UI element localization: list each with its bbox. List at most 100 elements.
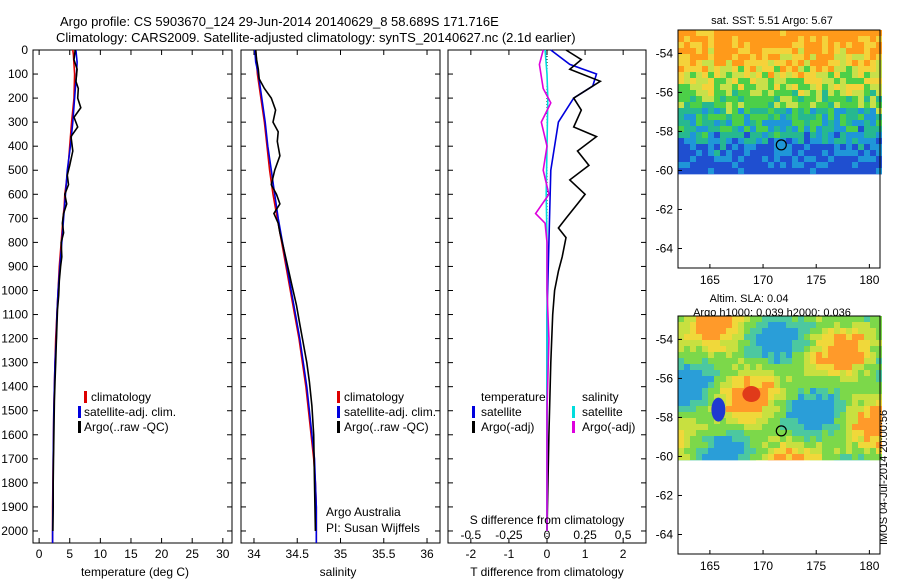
- y-tick-label: -58: [656, 124, 674, 138]
- y-tick-label: 400: [8, 139, 28, 153]
- temperature-axis-label: temperature (deg C): [81, 565, 189, 579]
- legend-swatch-temp-satellite: [472, 406, 475, 418]
- salinity-axis-label: salinity: [320, 565, 357, 579]
- y-tick-label: -56: [656, 371, 674, 385]
- credit-line-2: PI: Susan Wijffels: [326, 521, 420, 535]
- y-tick-label: -62: [656, 488, 674, 502]
- x-tick-label: 170: [753, 559, 773, 573]
- map-frame: [677, 315, 881, 555]
- x-tick-label: 180: [859, 273, 879, 287]
- difference-panel: -2 -1 0 1 2 -0.5 -0.25 0 0.25 0.5: [447, 49, 647, 561]
- sla-high-patch: [742, 386, 761, 403]
- legend-swatch-climatology: [84, 391, 87, 403]
- legend-swatch-sal-satellite: [572, 406, 575, 418]
- x-tick-label: 34: [247, 547, 261, 561]
- title-line-1: Argo profile: CS 5903670_124 29-Jun-2014…: [60, 14, 499, 29]
- y-tick-label: 1600: [1, 428, 28, 442]
- x-tick-label-salinity: 0: [544, 528, 551, 542]
- series-line: [51, 49, 76, 543]
- x-tick-label-salinity: -0.5: [461, 528, 482, 542]
- legend-label: climatology: [344, 390, 404, 404]
- y-tick-label: 600: [8, 187, 28, 201]
- legend-swatch-satellite: [78, 406, 81, 418]
- legend-swatch-argo: [78, 421, 81, 433]
- y-tick-label: 300: [8, 115, 28, 129]
- t-difference-axis-label: T difference from climatology: [470, 565, 624, 579]
- y-tick-label: 500: [8, 163, 28, 177]
- y-tick-label: -60: [656, 163, 674, 177]
- x-tick-label: 1: [582, 547, 589, 561]
- difference-legend: temperature satellite Argo(-adj) salinit…: [472, 390, 635, 434]
- legend-label: satellite-adj. clim.: [84, 405, 176, 419]
- map-cells: [678, 30, 882, 175]
- x-tick-label: 15: [124, 547, 138, 561]
- y-tick-label: 1000: [1, 283, 28, 297]
- y-tick-label: 1500: [1, 404, 28, 418]
- sla-low-patch: [711, 397, 726, 422]
- x-tick-label-salinity: 0.25: [573, 528, 597, 542]
- y-tick-label: -54: [656, 332, 674, 346]
- y-tick-label: 2000: [1, 524, 28, 538]
- credit-line-1: Argo Australia: [326, 505, 401, 519]
- x-tick-label: 180: [859, 559, 879, 573]
- x-tick-label: 5: [66, 547, 73, 561]
- x-tick-label: 175: [806, 273, 826, 287]
- x-tick-label: 35: [334, 547, 348, 561]
- salinity-panel: 34 34.5 35 35.5 36: [240, 49, 441, 561]
- x-tick-label: 10: [94, 547, 108, 561]
- argo-position-marker: [775, 139, 787, 151]
- temperature-panel: 0 5 10 15 20 25 300100200300400500600700800900…: [1, 43, 233, 561]
- x-tick-label: 170: [753, 273, 773, 287]
- x-tick-label: 20: [155, 547, 169, 561]
- argo-position-marker: [775, 425, 787, 437]
- x-tick-label: 36: [420, 547, 434, 561]
- y-tick-label: -56: [656, 85, 674, 99]
- x-tick-label-salinity: 0.5: [615, 528, 632, 542]
- sst-map: 165 170 175 180 -54 -56 -58 -60 -62 -64: [656, 29, 882, 287]
- temperature-legend: climatology satellite-adj. clim. Argo(..…: [78, 390, 176, 434]
- series-line: [52, 49, 82, 532]
- legend-heading-salinity: salinity: [582, 390, 619, 404]
- legend-label: satellite: [481, 405, 522, 419]
- series-line: [546, 49, 603, 532]
- y-tick-label: -62: [656, 202, 674, 216]
- legend-label: Argo(-adj): [582, 420, 635, 434]
- legend-swatch-satellite: [337, 406, 340, 418]
- series-line: [534, 49, 552, 531]
- map-frame: [677, 29, 881, 269]
- s-difference-axis-label: S difference from climatology: [470, 513, 625, 527]
- series-line: [254, 49, 317, 532]
- legend-label: climatology: [91, 390, 151, 404]
- title-line-2: Climatology: CARS2009. Satellite-adjuste…: [56, 30, 576, 45]
- sst-map-title: sat. SST: 5.51 Argo: 5.67: [711, 15, 833, 27]
- legend-label: Argo(..raw -QC): [344, 420, 429, 434]
- x-tick-label: 0: [544, 547, 551, 561]
- x-tick-label: 175: [806, 559, 826, 573]
- legend-label: satellite-adj. clim.: [344, 405, 436, 419]
- sla-map: 165 170 175 180 -54 -56 -58 -60 -62 -64: [656, 315, 882, 573]
- sla-map-title: Altim. SLA: 0.04: [710, 293, 789, 305]
- x-tick-label: 2: [620, 547, 627, 561]
- y-tick-label: 900: [8, 259, 28, 273]
- imos-timestamp: IMOS 04-Jul-2014 20:00:56: [878, 410, 890, 545]
- y-tick-label: -54: [656, 46, 674, 60]
- y-tick-label: 1200: [1, 332, 28, 346]
- y-tick-label: 1100: [2, 308, 28, 322]
- y-tick-label: 1400: [1, 380, 28, 394]
- map-cells: [678, 316, 882, 461]
- plot-frame: [32, 49, 233, 544]
- series-line: [51, 49, 78, 543]
- x-tick-label: -2: [466, 547, 477, 561]
- salinity-legend: climatology satellite-adj. clim. Argo(..…: [337, 390, 436, 434]
- x-tick-label-salinity: -0.25: [495, 528, 523, 542]
- y-tick-label: 1300: [1, 356, 28, 370]
- y-tick-label: -64: [656, 527, 674, 541]
- x-tick-label: 34.5: [286, 547, 310, 561]
- x-tick-label: 165: [700, 273, 720, 287]
- y-tick-label: 0: [21, 43, 28, 57]
- legend-swatch-argo: [337, 421, 340, 433]
- y-tick-label: 1800: [1, 476, 28, 490]
- legend-swatch-sal-argo: [572, 421, 575, 433]
- y-tick-label: 800: [8, 235, 28, 249]
- x-tick-label: 30: [216, 547, 230, 561]
